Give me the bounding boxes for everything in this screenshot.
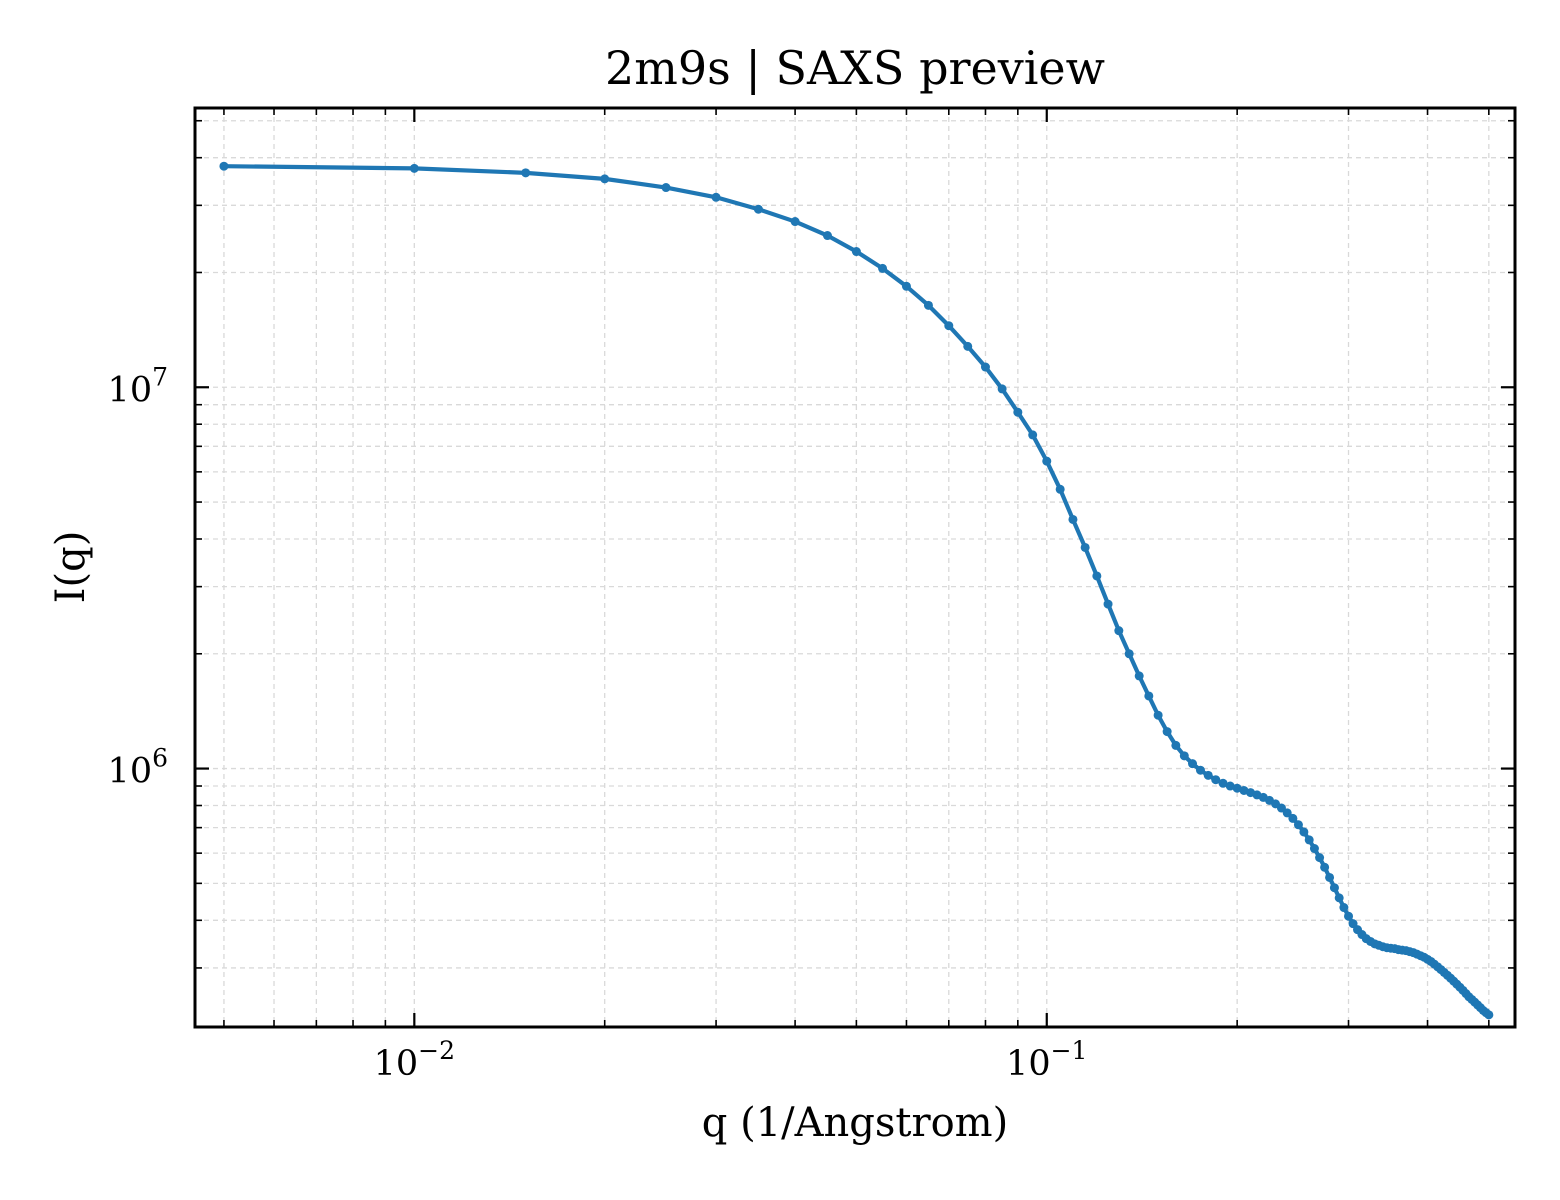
data-point [1320, 862, 1330, 872]
data-point [1144, 691, 1154, 701]
data-point [1162, 727, 1172, 737]
data-point [1195, 765, 1205, 775]
data-point [1013, 407, 1023, 417]
data-point [1225, 781, 1235, 791]
data-point [1293, 820, 1303, 830]
grid-lines [195, 108, 1515, 1027]
data-point [1080, 542, 1090, 552]
data-point [1028, 430, 1038, 440]
y-axis-label: I(q) [48, 531, 94, 604]
data-point [851, 247, 861, 257]
data-point [1329, 883, 1339, 893]
data-point [822, 231, 832, 241]
data-point [1092, 571, 1102, 581]
data-point [1203, 770, 1213, 780]
data-point [1068, 514, 1078, 524]
x-tick-label: 10−2 [374, 1036, 455, 1084]
data-point [1299, 827, 1309, 837]
data-point [600, 174, 610, 184]
data-point [409, 163, 419, 173]
data-point [1211, 775, 1221, 785]
data-point [1171, 740, 1181, 750]
data-point [901, 281, 911, 291]
data-point [1339, 903, 1349, 913]
data-point [1334, 893, 1344, 903]
x-tick-label: 10−1 [1006, 1036, 1087, 1084]
data-point [923, 300, 933, 310]
data-point [1282, 808, 1292, 818]
y-tick-label: 106 [108, 744, 168, 792]
data-point [878, 263, 888, 273]
data-point [1304, 835, 1314, 845]
data-point [1232, 783, 1242, 793]
plot-frame [193, 106, 1517, 1029]
data-point [219, 161, 229, 171]
data-point [661, 183, 671, 193]
series-layer [219, 161, 1494, 1020]
data-point [1315, 853, 1325, 863]
data-point [1114, 626, 1124, 636]
data-point [753, 204, 763, 214]
data-point [1103, 599, 1113, 609]
y-tick-label: 107 [108, 362, 168, 410]
data-point [963, 341, 973, 351]
x-axis-label: q (1/Angstrom) [702, 1100, 1008, 1146]
data-point [521, 168, 531, 178]
data-point [711, 192, 721, 202]
data-point [1042, 456, 1052, 466]
data-point [944, 321, 954, 331]
data-point [1188, 759, 1198, 769]
data-point [980, 362, 990, 372]
data-point [1124, 649, 1134, 659]
data-point [1153, 710, 1163, 720]
data-point [1484, 1010, 1494, 1020]
data-point [1288, 813, 1298, 823]
data-point [1179, 751, 1189, 761]
chart-title: 2m9s | SAXS preview [605, 41, 1105, 95]
data-point [790, 217, 800, 227]
data-point [1325, 872, 1335, 882]
data-point [997, 384, 1007, 394]
data-point [1344, 911, 1354, 921]
data-point [1309, 844, 1319, 854]
data-point [1218, 778, 1228, 788]
data-point [1055, 484, 1065, 494]
data-point [1134, 671, 1144, 681]
